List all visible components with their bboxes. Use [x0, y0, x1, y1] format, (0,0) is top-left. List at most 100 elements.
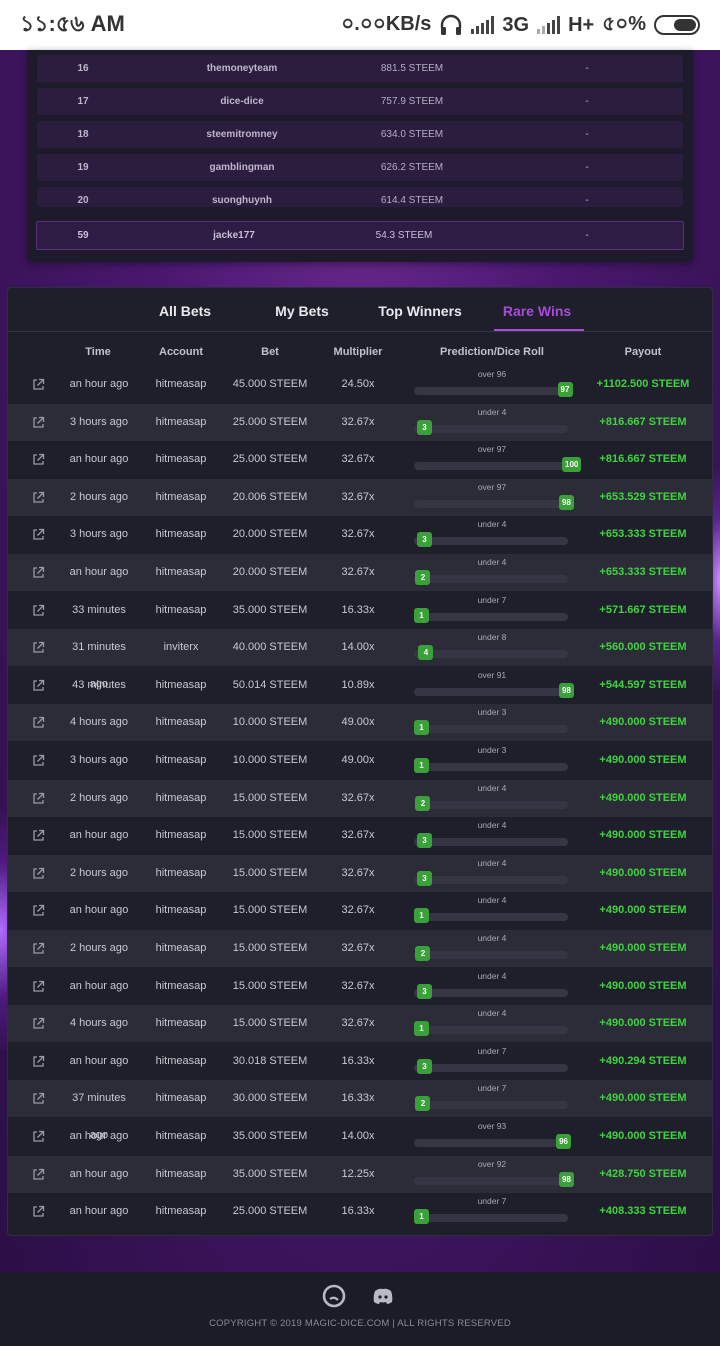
external-link-icon[interactable] [32, 679, 45, 692]
roll-track [414, 1026, 568, 1035]
external-link-icon[interactable] [32, 491, 45, 504]
column-payout: Payout [624, 346, 662, 358]
tab-rare-wins[interactable]: Rare Wins [502, 303, 572, 319]
dice-roll-badge: 3 [416, 833, 432, 849]
bet-account[interactable]: hitmeasap [155, 942, 207, 954]
bet-payout: +816.667 STEEM [599, 453, 687, 466]
bet-amount: 20.000 STEEM [232, 566, 308, 578]
roll-track [414, 424, 568, 433]
roll-track [414, 838, 568, 847]
bet-payout: +1102.500 STEEM [596, 378, 690, 390]
dice-roll-badge: 3 [416, 419, 432, 435]
bet-account[interactable]: hitmeasap [155, 1205, 207, 1218]
bet-account[interactable]: inviterx [163, 641, 199, 654]
roll-track [414, 1176, 568, 1185]
bet-account[interactable]: hitmeasap [155, 528, 207, 541]
prediction-text: under 4 [477, 857, 507, 868]
external-link-icon[interactable] [32, 604, 45, 617]
bet-time: 3 hours ago [69, 415, 129, 428]
prediction-bar: under 4 2 [414, 780, 570, 817]
tab-my-bets[interactable]: My Bets [275, 303, 329, 319]
bet-row: an hour ago hitmeasap 15.000 STEEM 32.67x un… [8, 817, 712, 854]
dice-roll-badge: 2 [415, 570, 431, 585]
bet-row: 2 hours ago hitmeasap 15.000 STEEM 32.67x un… [8, 779, 712, 817]
bet-account[interactable]: hitmeasap [155, 829, 207, 842]
prediction-bar: over 92 98 [414, 1156, 574, 1193]
column-bet: Bet [261, 346, 279, 358]
external-link-icon[interactable] [32, 867, 45, 880]
bet-account[interactable]: hitmeasap [155, 1092, 207, 1105]
bet-account[interactable]: hitmeasap [155, 1017, 207, 1030]
external-link-icon[interactable] [32, 1168, 45, 1181]
bet-time: an hour ago [69, 829, 129, 842]
bet-account[interactable]: hitmeasap [155, 716, 207, 729]
external-link-icon[interactable] [32, 641, 45, 654]
external-link-icon[interactable] [32, 378, 45, 391]
external-link-icon[interactable] [32, 754, 45, 767]
external-link-icon[interactable] [32, 1130, 45, 1143]
tab-top-winners[interactable]: Top Winners [378, 303, 462, 319]
prediction-bar: under 4 2 [414, 554, 570, 591]
bet-row: 2 hours ago hitmeasap 15.000 STEEM 32.67x un… [8, 854, 712, 892]
bet-amount: 15.000 STEEM [232, 1017, 308, 1030]
bet-multiplier: 32.67x [341, 829, 375, 842]
bet-amount: 15.000 STEEM [232, 866, 308, 879]
bet-account[interactable]: hitmeasap [155, 490, 207, 503]
bet-account[interactable]: hitmeasap [155, 453, 207, 466]
leaderboard-account: steemitromney [206, 129, 278, 140]
external-link-icon[interactable] [32, 716, 45, 729]
bet-account[interactable]: hitmeasap [155, 566, 207, 578]
bet-row: an hour ago hitmeasap 15.000 STEEM 32.67x un… [8, 968, 712, 1005]
bet-multiplier: 32.67x [341, 566, 375, 578]
external-link-icon[interactable] [32, 904, 45, 917]
bet-account[interactable]: hitmeasap [155, 904, 207, 917]
bet-row: 31 minutes ago inviterx 40.000 STEEM 14.00x… [8, 629, 712, 690]
external-link-icon[interactable] [32, 1205, 45, 1218]
leaderboard-row: 19 gamblingman 626.2 STEEM - [37, 154, 683, 181]
network-type-1: 3G [502, 13, 530, 36]
bet-time: an hour ago [69, 453, 129, 466]
dice-roll-badge: 3 [416, 983, 432, 999]
bet-account[interactable]: hitmeasap [155, 866, 207, 879]
external-link-icon[interactable] [32, 792, 45, 805]
prediction-bar: under 8 4 [414, 629, 570, 666]
prediction-text: under 4 [477, 1008, 507, 1019]
bet-amount: 20.000 STEEM [232, 528, 308, 541]
bet-account[interactable]: hitmeasap [155, 979, 207, 992]
bet-amount: 25.000 STEEM [232, 415, 308, 428]
steem-icon[interactable] [322, 1284, 346, 1308]
leaderboard-rank: 19 [77, 162, 89, 173]
bet-account[interactable]: hitmeasap [155, 1167, 207, 1180]
bet-account[interactable]: hitmeasap [155, 1054, 207, 1067]
external-link-icon[interactable] [32, 528, 45, 541]
roll-track [414, 612, 568, 621]
external-link-icon[interactable] [32, 942, 45, 955]
bet-account[interactable]: hitmeasap [155, 754, 207, 766]
leaderboard-row: 16 themoneyteam 881.5 STEEM - [37, 55, 683, 82]
external-link-icon[interactable] [32, 829, 45, 842]
bet-amount: 15.000 STEEM [232, 979, 308, 992]
bet-account[interactable]: hitmeasap [155, 678, 207, 691]
bet-row: an hour ago hitmeasap 25.000 STEEM 32.67x ov… [8, 441, 712, 478]
discord-icon[interactable] [371, 1284, 395, 1308]
bet-account[interactable]: hitmeasap [155, 378, 207, 390]
headphones-icon [441, 14, 462, 35]
external-link-icon[interactable] [32, 1055, 45, 1068]
bet-account[interactable]: hitmeasap [155, 415, 207, 428]
bet-account[interactable]: hitmeasap [155, 1130, 207, 1142]
prediction-bar: under 4 3 [414, 516, 570, 553]
external-link-icon[interactable] [32, 416, 45, 429]
bet-account[interactable]: hitmeasap [155, 603, 207, 616]
external-link-icon[interactable] [32, 1092, 45, 1105]
external-link-icon[interactable] [32, 453, 45, 466]
external-link-icon[interactable] [32, 980, 45, 993]
bet-account[interactable]: hitmeasap [155, 791, 207, 804]
external-link-icon[interactable] [32, 1017, 45, 1030]
tab-all-bets[interactable]: All Bets [158, 303, 212, 319]
external-link-icon[interactable] [32, 566, 45, 579]
bet-multiplier: 32.67x [341, 866, 375, 879]
leaderboard-extra: - [585, 129, 589, 140]
dice-roll-badge: 1 [414, 1021, 429, 1037]
dice-roll-badge: 4 [418, 645, 434, 661]
prediction-bar: under 4 3 [414, 855, 570, 892]
